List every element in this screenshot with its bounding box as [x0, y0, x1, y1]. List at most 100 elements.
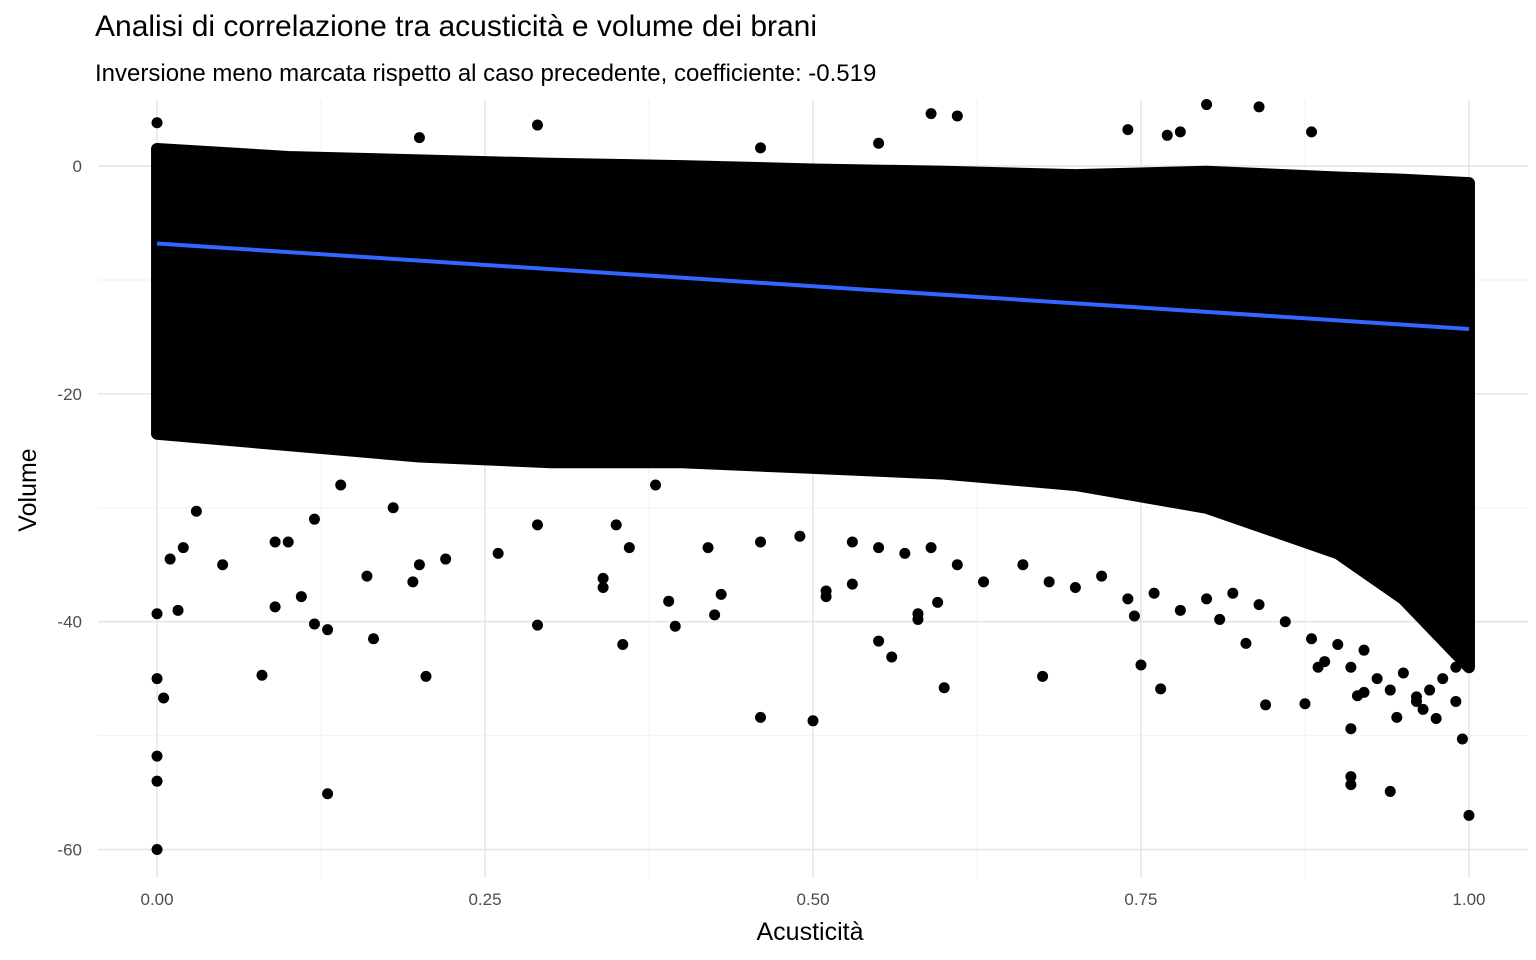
- scatter-point: [1174, 126, 1186, 138]
- scatter-point: [190, 505, 202, 517]
- scatter-point: [1358, 686, 1370, 698]
- scatter-point: [617, 638, 629, 650]
- scatter-point: [1096, 570, 1108, 582]
- scatter-point: [1312, 661, 1324, 673]
- scatter-point: [1306, 126, 1318, 138]
- point-cloud-band: [151, 142, 1475, 674]
- scatter-point: [1384, 684, 1396, 696]
- scatter-point: [1397, 667, 1409, 679]
- scatter-point: [282, 536, 294, 548]
- chart-title: Analisi di correlazione tra acusticità e…: [95, 10, 818, 43]
- x-tick-label: 0.00: [140, 890, 173, 909]
- scatter-point: [1122, 124, 1134, 136]
- scatter-point: [820, 591, 832, 603]
- scatter-point: [623, 542, 635, 554]
- scatter-point: [177, 542, 189, 554]
- x-tick-label: 0.75: [1124, 890, 1157, 909]
- scatter-point: [912, 613, 924, 625]
- scatter-point: [1279, 616, 1291, 628]
- scatter-point: [1332, 638, 1344, 650]
- scatter-point: [151, 673, 163, 685]
- scatter-point: [269, 536, 281, 548]
- scatter-point: [440, 553, 452, 565]
- scatter-point: [873, 542, 885, 554]
- scatter-point: [1128, 610, 1140, 622]
- scatter-point: [1463, 809, 1475, 821]
- scatter-point: [1017, 559, 1029, 571]
- scatter-point: [1135, 659, 1147, 671]
- scatter-point: [951, 110, 963, 122]
- x-axis-ticks: 0.00 0.25 0.50 0.75 1.00: [140, 890, 1485, 909]
- scatter-point: [1201, 99, 1213, 111]
- scatter-point: [1371, 673, 1383, 685]
- scatter-point: [597, 572, 609, 584]
- scatter-point: [335, 479, 347, 491]
- scatter-point: [1253, 101, 1265, 113]
- scatter-point: [1122, 593, 1134, 605]
- scatter-point: [1260, 699, 1272, 711]
- scatter-point: [531, 119, 543, 131]
- scatter-point: [1384, 785, 1396, 797]
- scatter-point: [269, 601, 281, 613]
- scatter-point: [938, 682, 950, 694]
- scatter-point: [1456, 733, 1468, 745]
- regression-line: [156, 241, 1470, 331]
- scatter-point: [1174, 604, 1186, 616]
- scatter-point: [925, 108, 937, 120]
- scatter-point: [886, 651, 898, 663]
- scatter-point: [610, 519, 622, 531]
- scatter-point: [1430, 713, 1442, 725]
- y-tick-label: -20: [57, 385, 82, 404]
- scatter-point: [1437, 673, 1449, 685]
- scatter-point: [151, 117, 163, 129]
- scatter-point: [755, 536, 767, 548]
- scatter-point: [702, 542, 714, 554]
- scatter-point: [715, 588, 727, 600]
- scatter-point: [1161, 129, 1173, 141]
- y-axis-title: Volume: [14, 448, 42, 531]
- x-tick-label: 0.25: [468, 890, 501, 909]
- scatter-point: [322, 624, 334, 636]
- scatter-point: [531, 619, 543, 631]
- scatter-point: [1201, 593, 1213, 605]
- scatter-point: [932, 596, 944, 608]
- scatter-point: [151, 750, 163, 762]
- scatter-point: [172, 604, 184, 616]
- scatter-point: [1306, 633, 1318, 645]
- scatter-point: [420, 670, 432, 682]
- scatter-point: [1345, 661, 1357, 673]
- scatter-point: [1227, 587, 1239, 599]
- x-axis-title: Acusticità: [757, 918, 864, 946]
- x-tick-label: 1.00: [1452, 890, 1485, 909]
- chart-subtitle: Inversione meno marcata rispetto al caso…: [95, 60, 877, 87]
- scatter-point: [368, 633, 380, 645]
- scatter-point: [1410, 691, 1422, 703]
- x-tick-label: 0.50: [796, 890, 829, 909]
- scatter-point: [846, 578, 858, 590]
- scatter-point: [217, 559, 229, 571]
- scatter-point: [413, 132, 425, 144]
- scatter-point: [1391, 711, 1403, 723]
- scatter-point: [794, 530, 806, 542]
- scatter-point: [951, 559, 963, 571]
- scatter-point: [1043, 576, 1055, 588]
- scatter-point: [925, 542, 937, 554]
- scatter-point: [1148, 587, 1160, 599]
- scatter-point: [413, 559, 425, 571]
- scatter-point: [1345, 771, 1357, 783]
- outlier-points: [151, 99, 1475, 856]
- scatter-point: [492, 547, 504, 559]
- dense-point-cloud: [151, 142, 1475, 674]
- scatter-point: [387, 502, 399, 514]
- scatter-point: [308, 618, 320, 630]
- scatter-point: [1450, 695, 1462, 707]
- scatter-point: [755, 711, 767, 723]
- scatter-point: [1424, 684, 1436, 696]
- scatter-point: [1417, 703, 1429, 715]
- scatter-point: [407, 576, 419, 588]
- scatter-point: [807, 715, 819, 727]
- scatter-point: [1214, 613, 1226, 625]
- scatter-point: [531, 519, 543, 531]
- scatter-point: [873, 137, 885, 149]
